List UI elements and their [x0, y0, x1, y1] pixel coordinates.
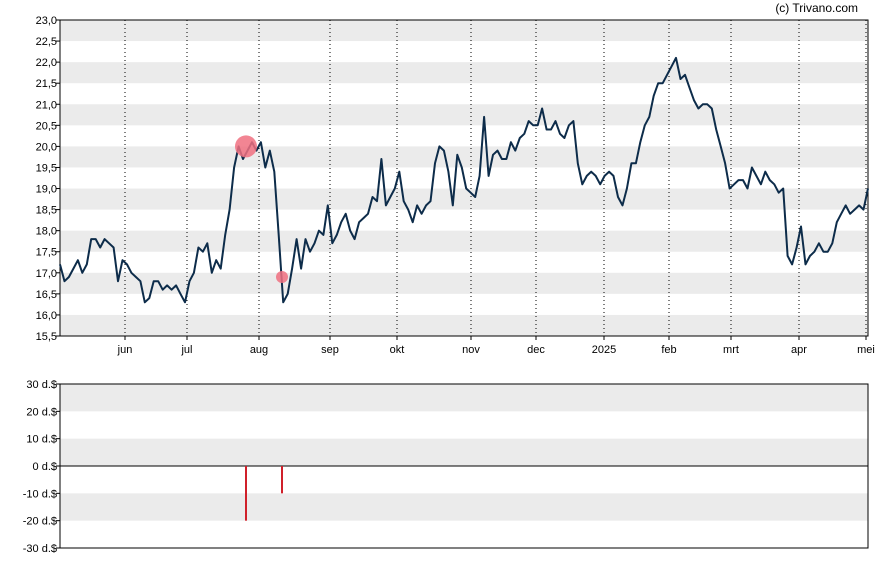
month-x-axis: jun jul aug sep okt nov dec 2025 feb mrt apr mei	[117, 336, 875, 356]
month-tick-label: mei	[857, 344, 875, 356]
month-tick-label: aug	[250, 344, 268, 356]
volume-tick-label: -30 d.$	[23, 543, 57, 555]
month-tick-label: 2025	[592, 344, 616, 356]
month-tick-label: okt	[390, 344, 405, 356]
month-tick-label: dec	[527, 344, 545, 356]
price-band	[60, 272, 868, 294]
price-line	[59, 56, 869, 304]
price-line-group	[59, 56, 869, 304]
price-band	[60, 188, 868, 210]
price-band	[60, 230, 868, 252]
price-tick-label: 16,0	[36, 310, 57, 322]
volume-tick-label: 0 d.$	[33, 461, 57, 473]
price-band	[60, 20, 868, 42]
price-tick-label: 21,0	[36, 99, 57, 111]
volume-tick-label: 30 d.$	[26, 379, 57, 391]
small-buy-marker	[276, 271, 288, 284]
price-band	[60, 314, 868, 336]
volume-band	[60, 384, 868, 412]
price-tick-label: 17,0	[36, 268, 57, 280]
price-tick-label: 20,0	[36, 141, 57, 153]
volume-panel-bands	[60, 384, 868, 521]
large-buy-marker	[235, 135, 257, 158]
price-tick-label: 22,0	[36, 57, 57, 69]
trade-markers	[235, 135, 288, 284]
month-tick-label: jul	[180, 344, 192, 356]
price-band	[60, 62, 868, 84]
month-tick-label: jun	[117, 344, 133, 356]
month-tick-label: mrt	[723, 344, 739, 356]
price-panel-frame	[59, 19, 869, 337]
price-tick-label: 20,5	[36, 120, 57, 132]
volume-band	[60, 493, 868, 521]
month-tick-label: nov	[462, 344, 480, 356]
price-tick-label: 22,5	[36, 36, 57, 48]
volume-tick-label: 20 d.$	[26, 406, 57, 418]
price-panel-bands	[60, 20, 868, 336]
month-tick-label: feb	[661, 344, 676, 356]
month-tick-label: apr	[791, 344, 807, 356]
price-tick-label: 19,0	[36, 184, 57, 196]
price-tick-label: 15,5	[36, 331, 57, 343]
price-tick-label: 23,0	[36, 15, 57, 27]
price-tick-label: 19,5	[36, 162, 57, 174]
price-band	[60, 146, 868, 168]
volume-tick-label: 10 d.$	[26, 434, 57, 446]
volume-bars	[245, 466, 283, 521]
month-tick-label: sep	[321, 344, 339, 356]
copyright-text: (c) Trivano.com	[775, 1, 858, 15]
volume-tick-label: -20 d.$	[23, 516, 57, 528]
volume-y-axis: 30 d.$ 20 d.$ 10 d.$ 0 d.$ -10 d.$ -20 d.$ -30…	[23, 379, 60, 555]
price-band	[60, 104, 868, 126]
volume-band	[60, 438, 868, 466]
price-y-axis: 15,5 16,0 16,5 17,0 17,5 18,0 18,5 19,0 19,5 20,0…	[36, 15, 60, 343]
price-tick-label: 18,0	[36, 226, 57, 238]
price-tick-label: 18,5	[36, 205, 57, 217]
price-tick-label: 16,5	[36, 289, 57, 301]
price-tick-label: 17,5	[36, 247, 57, 259]
price-tick-label: 21,5	[36, 78, 57, 90]
volume-tick-label: -10 d.$	[23, 488, 57, 500]
